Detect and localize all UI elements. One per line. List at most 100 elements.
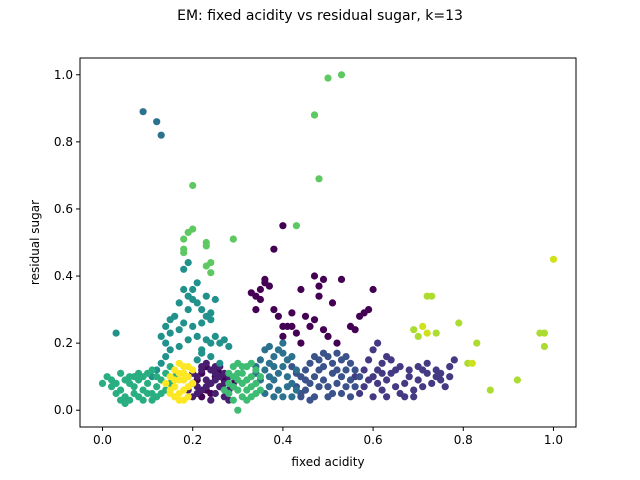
scatter-point (198, 306, 206, 314)
scatter-point (297, 339, 305, 347)
scatter-point (283, 373, 291, 381)
y-tick-label: 0.6 (54, 202, 73, 216)
scatter-point (279, 222, 287, 230)
scatter-point (360, 366, 368, 374)
y-tick-label: 1.0 (54, 68, 73, 82)
scatter-point (405, 366, 413, 374)
scatter-point (166, 329, 174, 337)
scatter-point (423, 329, 431, 337)
scatter-point (270, 245, 278, 253)
scatter-point (184, 383, 192, 391)
scatter-point (220, 386, 228, 394)
scatter-point (229, 373, 237, 381)
scatter-point (346, 376, 355, 384)
scatter-point (310, 373, 319, 381)
scatter-point (319, 275, 328, 283)
scatter-point (450, 356, 458, 364)
scatter-point (270, 353, 278, 361)
scatter-point (112, 389, 120, 398)
scatter-point (292, 386, 300, 394)
scatter-point (279, 339, 287, 347)
scatter-point (234, 386, 242, 394)
scatter-point (486, 386, 494, 394)
scatter-point (369, 373, 377, 381)
scatter-point (261, 275, 269, 283)
scatter-point (455, 319, 463, 327)
scatter-point (157, 359, 165, 367)
scatter-point (324, 74, 332, 82)
scatter-point (184, 259, 192, 267)
scatter-point (108, 376, 116, 384)
scatter-point (410, 326, 418, 334)
scatter-point (189, 181, 197, 190)
scatter-point (193, 332, 201, 340)
scatter-point (162, 379, 170, 387)
scatter-point (180, 249, 188, 257)
scatter-point (193, 299, 201, 307)
scatter-point (184, 373, 192, 381)
scatter-point (432, 329, 440, 337)
scatter-point (139, 108, 147, 116)
scatter-point (243, 376, 251, 384)
scatter-point (234, 406, 242, 414)
scatter-point (175, 326, 183, 334)
scatter-point (540, 329, 549, 337)
scatter-point (193, 279, 201, 287)
scatter-point (279, 332, 287, 340)
scatter-point (324, 332, 332, 340)
scatter-point (117, 369, 125, 377)
scatter-point (207, 309, 215, 317)
scatter-point (468, 359, 476, 367)
x-tick-label: 1.0 (544, 433, 563, 447)
scatter-point (324, 393, 332, 401)
scatter-point (328, 359, 337, 367)
scatter-point (319, 363, 328, 371)
scatter-point (175, 299, 183, 307)
scatter-point (337, 373, 346, 381)
y-axis-ticks: 0.0 0.2 0.4 0.6 0.8 1.0 (54, 68, 80, 417)
scatter-point (202, 238, 210, 247)
scatter-point (365, 356, 373, 364)
scatter-point (184, 336, 192, 344)
scatter-point (274, 386, 282, 394)
scatter-point (175, 389, 183, 398)
scatter-point (202, 262, 210, 270)
scatter-point (324, 353, 332, 361)
y-tick-label: 0.4 (54, 269, 73, 283)
scatter-point (392, 366, 400, 374)
scatter-point (337, 71, 346, 79)
scatter-point (351, 326, 359, 334)
scatter-point (270, 363, 278, 371)
scatter-point (378, 369, 386, 377)
scatter-point (166, 346, 174, 354)
scatter-point (98, 379, 107, 387)
scatter-point (184, 306, 192, 314)
scatter-point (171, 312, 179, 320)
scatter-point (243, 396, 251, 404)
axes-frame (79, 57, 577, 428)
scatter-point (337, 275, 346, 283)
scatter-point (369, 285, 377, 294)
y-tick-label: 0.8 (54, 135, 73, 149)
scatter-point (198, 319, 206, 327)
scatter-point (180, 319, 188, 327)
scatter-point (310, 316, 319, 324)
scatter-point (279, 349, 287, 357)
scatter-point (193, 356, 201, 364)
scatter-point (306, 322, 314, 330)
x-tick-label: 0.8 (454, 433, 473, 447)
scatter-point (419, 322, 427, 330)
points-layer (98, 71, 558, 414)
scatter-point (328, 299, 337, 307)
scatter-point (157, 131, 165, 139)
scatter-point (265, 342, 273, 351)
scatter-point (446, 363, 454, 371)
y-tick-label: 0.0 (54, 403, 73, 417)
scatter-point (306, 396, 314, 404)
scatter-point (378, 386, 386, 394)
scatter-point (252, 306, 260, 314)
scatter-point (180, 363, 188, 371)
scatter-point (153, 118, 161, 126)
scatter-point (337, 389, 346, 398)
scatter-point (383, 393, 391, 401)
